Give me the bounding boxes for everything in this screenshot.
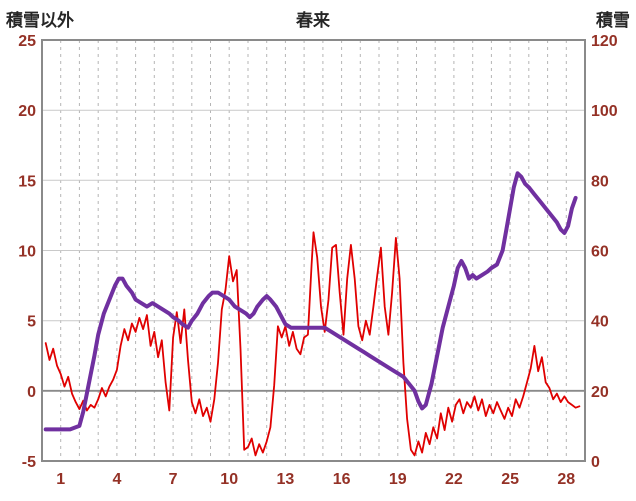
x-axis-tick-label: 16 [333, 471, 351, 488]
x-axis-tick-label: 7 [169, 471, 178, 488]
x-axis-tick-label: 1 [56, 471, 65, 488]
left-axis-tick-label: 5 [27, 314, 36, 331]
right-axis-tick-label: 100 [591, 103, 618, 120]
right-axis-tick-label: 60 [591, 244, 609, 261]
x-axis-tick-label: 10 [220, 471, 238, 488]
x-axis-tick-label: 25 [501, 471, 519, 488]
left-axis-tick-label: 0 [27, 384, 36, 401]
left-axis-tick-label: 25 [18, 33, 36, 50]
left-axis-tick-label: 15 [18, 173, 36, 190]
chart-title: 春来 [296, 11, 330, 30]
x-axis-tick-label: 4 [112, 471, 121, 488]
right-axis-tick-label: 120 [591, 33, 618, 50]
right-axis-tick-label: 0 [591, 454, 600, 471]
left-axis-tick-label: 10 [18, 244, 36, 261]
right-axis-tick-label: 20 [591, 384, 609, 401]
x-axis-tick-label: 28 [557, 471, 575, 488]
x-axis-tick-label: 22 [445, 471, 463, 488]
x-axis-tick-label: 13 [277, 471, 295, 488]
right-axis-tick-label: 40 [591, 314, 609, 331]
left-axis-tick-label: 20 [18, 103, 36, 120]
series-line-left [44, 231, 581, 457]
left-axis-tick-label: -5 [22, 454, 36, 471]
right-axis-tick-label: 80 [591, 173, 609, 190]
x-axis-tick-label: 19 [389, 471, 407, 488]
left-axis-title: 積雪以外 [6, 11, 74, 30]
series-line-right [43, 171, 578, 432]
plot-border [41, 39, 586, 462]
right-axis-title: 積雪 [596, 11, 630, 30]
